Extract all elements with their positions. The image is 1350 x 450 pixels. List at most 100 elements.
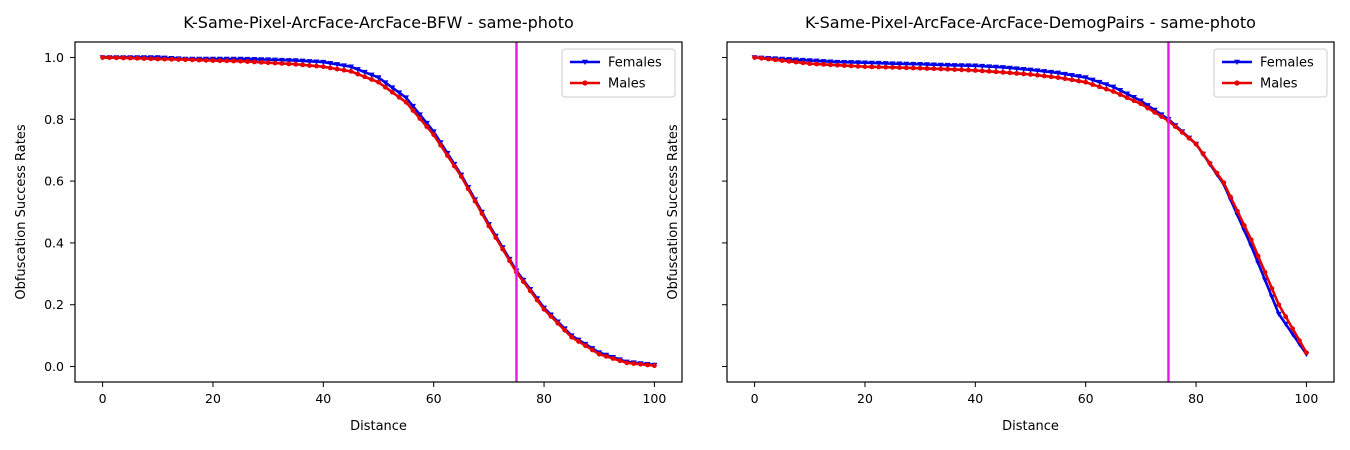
legend-marker [1234, 59, 1240, 65]
data-point [279, 61, 285, 66]
data-point [875, 60, 882, 67]
data-point [1110, 84, 1117, 90]
x-axis-label: Distance [1002, 419, 1059, 434]
data-point [1130, 95, 1137, 101]
data-point [479, 211, 485, 216]
data-point [293, 61, 299, 67]
data-point [966, 67, 971, 73]
data-point [355, 71, 361, 77]
data-point [882, 61, 889, 67]
data-point [548, 313, 554, 319]
data-point [176, 57, 181, 62]
data-point [1110, 89, 1116, 94]
data-point [438, 142, 443, 148]
data-point [562, 327, 568, 333]
data-point [862, 64, 868, 70]
data-point [396, 94, 402, 100]
data-point [389, 89, 395, 95]
data-point [800, 60, 806, 66]
data-point [196, 57, 202, 63]
data-point [265, 60, 271, 66]
data-point [458, 174, 464, 179]
series-females [99, 55, 658, 368]
data-point [396, 90, 403, 96]
chart-title: K-Same-Pixel-ArcFace-ArcFace-BFW - same-… [183, 13, 574, 32]
data-point [1137, 98, 1144, 104]
legend-marker [582, 80, 588, 86]
data-point [938, 66, 944, 72]
x-tick-label: 60 [426, 391, 442, 406]
legend-label: Females [1260, 56, 1314, 71]
legend: Females Males [1213, 48, 1328, 98]
data-point [1159, 114, 1164, 119]
data-point [1089, 77, 1096, 83]
data-point [924, 62, 931, 68]
data-point [917, 65, 923, 71]
data-point [210, 58, 216, 63]
data-point [258, 59, 264, 65]
data-point [1075, 74, 1082, 80]
data-point [1186, 135, 1192, 141]
data-point [765, 56, 771, 62]
data-point [1172, 124, 1178, 130]
data-point [576, 339, 581, 344]
data-point [445, 153, 450, 158]
data-point [786, 58, 792, 64]
data-point [362, 74, 368, 80]
data-point [1297, 338, 1302, 344]
data-point [944, 62, 951, 69]
data-point [930, 62, 937, 68]
data-point [1020, 66, 1027, 73]
data-point [430, 129, 437, 135]
data-point [169, 56, 174, 62]
data-point [382, 84, 388, 90]
x-tick-label: 100 [642, 391, 666, 406]
data-point [1248, 237, 1254, 243]
data-point [890, 64, 895, 70]
data-point [1021, 71, 1027, 77]
chart-panel-1: K-Same-Pixel-ArcFace-ArcFace-BFW - same-… [14, 13, 683, 434]
data-point [341, 67, 347, 73]
data-point [1103, 82, 1110, 88]
y-tick-label: 0.0 [44, 359, 64, 374]
data-point [134, 55, 140, 61]
data-point [382, 80, 389, 86]
data-point [1061, 71, 1068, 78]
data-point [100, 55, 105, 60]
data-point [1013, 66, 1020, 72]
data-point [979, 63, 986, 70]
data-point [1269, 286, 1275, 291]
data-point [1283, 314, 1289, 320]
data-point [286, 61, 292, 67]
data-point [306, 59, 313, 65]
x-tick-label: 20 [857, 391, 873, 406]
data-point [897, 65, 902, 70]
data-point [424, 124, 430, 130]
data-point [369, 77, 375, 82]
data-point [959, 67, 964, 73]
data-point [1048, 69, 1055, 76]
x-tick-label: 60 [1078, 391, 1094, 406]
data-point [1275, 311, 1282, 317]
y-tick-label: 0.6 [44, 174, 64, 189]
data-point [841, 63, 847, 68]
legend-label: Females [608, 56, 662, 71]
data-point [1145, 105, 1151, 111]
data-point [1207, 160, 1213, 166]
data-point [203, 57, 209, 63]
data-point [423, 120, 430, 127]
data-point [555, 320, 561, 326]
data-point [645, 362, 650, 368]
x-tick-label: 20 [205, 391, 221, 406]
legend-marker [582, 59, 588, 65]
data-point [299, 58, 306, 64]
data-point [217, 58, 223, 64]
data-point [965, 63, 972, 69]
data-point [245, 59, 250, 64]
data-point [1055, 75, 1061, 80]
data-point [389, 85, 396, 91]
data-point [834, 62, 840, 68]
series-line-males [754, 56, 1308, 354]
data-point [813, 58, 820, 64]
